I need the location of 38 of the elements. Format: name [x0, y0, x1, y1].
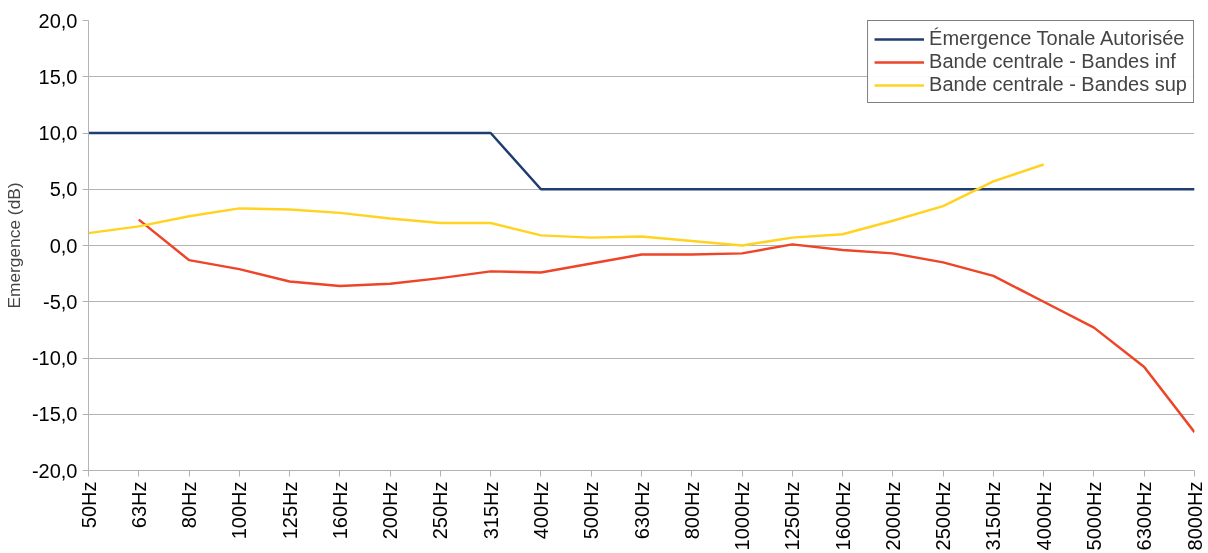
x-tick-label: 100Hz [228, 481, 251, 540]
x-tick-label: 50Hz [77, 481, 100, 529]
y-tick-label: 5,0 [49, 178, 78, 201]
x-tick-label: 3150Hz [982, 481, 1005, 551]
y-tick-label: 20,0 [38, 9, 78, 32]
y-tick-label: -5,0 [43, 290, 78, 313]
x-tick-label: 125Hz [278, 481, 301, 540]
y-tick-label: -10,0 [31, 347, 78, 369]
line-series [137, 218, 1195, 434]
x-tick-label: 500Hz [580, 481, 603, 540]
x-tick-label: 1600Hz [831, 481, 854, 551]
x-tick-label: 315Hz [479, 481, 502, 540]
x-tick-label: 2000Hz [881, 481, 904, 551]
x-tick-label: 2500Hz [932, 481, 955, 551]
y-tick-label: -20,0 [31, 459, 78, 482]
x-tick-label: 400Hz [529, 481, 552, 540]
y-tick-label: 10,0 [38, 122, 78, 144]
x-tick-label: 63Hz [127, 481, 150, 529]
x-tick-label: 200Hz [379, 481, 402, 540]
y-tick-label: 15,0 [38, 65, 78, 88]
y-tick-label: 0,0 [49, 234, 78, 257]
x-tick-label: 1250Hz [781, 481, 804, 551]
x-tick-label: 800Hz [680, 481, 703, 540]
legend-label: Bande centrale - Bandes inf [929, 50, 1176, 73]
x-tick-label: 1000Hz [731, 481, 754, 551]
legend-label: Émergence Tonale Autorisée [929, 27, 1185, 50]
line-series [88, 163, 1045, 247]
x-tick-label: 4000Hz [1032, 481, 1055, 551]
legend-label: Bande centrale - Bandes sup [929, 73, 1187, 96]
x-tick-label: 8000Hz [1183, 481, 1206, 551]
x-tick-label: 6300Hz [1133, 481, 1156, 551]
y-tick-label: -15,0 [31, 403, 78, 426]
y-axis-title: Emergence (dB) [3, 182, 24, 309]
x-tick-label: 630Hz [630, 481, 653, 540]
x-tick-label: 80Hz [178, 481, 201, 529]
x-tick-label: 160Hz [328, 481, 351, 540]
x-tick-label: 5000Hz [1082, 481, 1105, 551]
x-tick-label: 250Hz [429, 481, 452, 540]
